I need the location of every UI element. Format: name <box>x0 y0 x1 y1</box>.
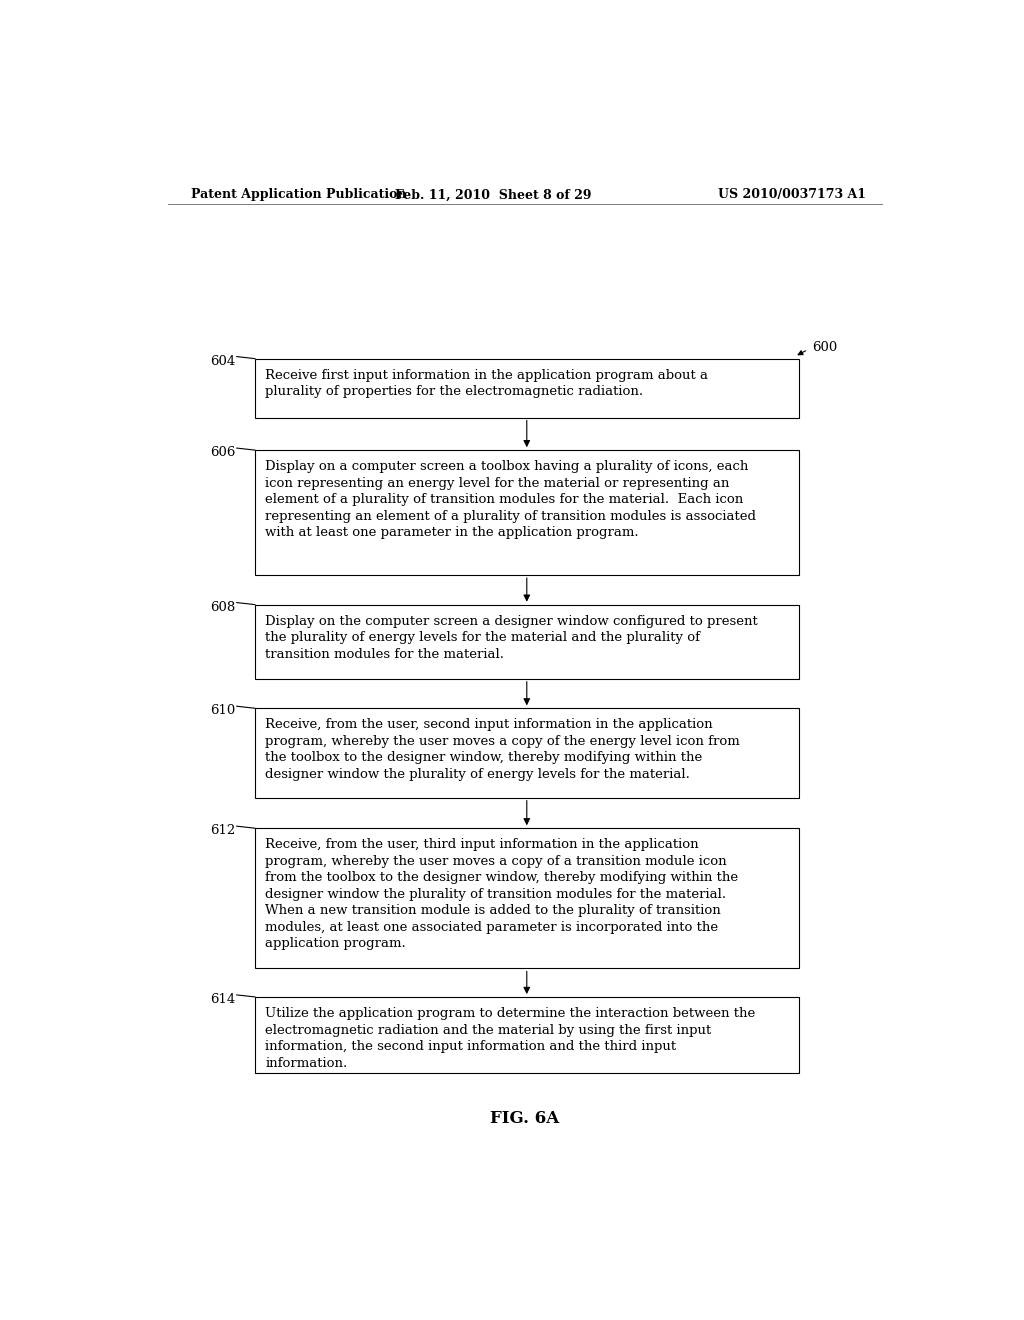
Text: Receive, from the user, third input information in the application
program, wher: Receive, from the user, third input info… <box>265 838 738 950</box>
Bar <box>255 450 799 576</box>
Text: Receive, from the user, second input information in the application
program, whe: Receive, from the user, second input inf… <box>265 718 740 781</box>
Text: 604: 604 <box>210 355 236 367</box>
Text: 608: 608 <box>210 601 236 614</box>
Text: 606: 606 <box>210 446 236 459</box>
Text: Patent Application Publication: Patent Application Publication <box>191 189 407 202</box>
Text: 610: 610 <box>210 704 236 717</box>
Text: Display on a computer screen a toolbox having a plurality of icons, each
icon re: Display on a computer screen a toolbox h… <box>265 461 757 540</box>
Bar <box>255 605 799 678</box>
Bar <box>255 997 799 1073</box>
Text: Display on the computer screen a designer window configured to present
the plura: Display on the computer screen a designe… <box>265 615 758 661</box>
Text: US 2010/0037173 A1: US 2010/0037173 A1 <box>718 189 866 202</box>
Text: Utilize the application program to determine the interaction between the
electro: Utilize the application program to deter… <box>265 1007 756 1069</box>
Bar <box>255 359 799 417</box>
Text: FIG. 6A: FIG. 6A <box>490 1110 559 1127</box>
Text: Feb. 11, 2010  Sheet 8 of 29: Feb. 11, 2010 Sheet 8 of 29 <box>395 189 591 202</box>
Bar <box>255 828 799 969</box>
Bar <box>255 709 799 797</box>
Text: 614: 614 <box>210 993 236 1006</box>
Text: 600: 600 <box>812 342 838 354</box>
Text: 612: 612 <box>210 824 236 837</box>
Text: Receive first input information in the application program about a
plurality of : Receive first input information in the a… <box>265 368 709 399</box>
